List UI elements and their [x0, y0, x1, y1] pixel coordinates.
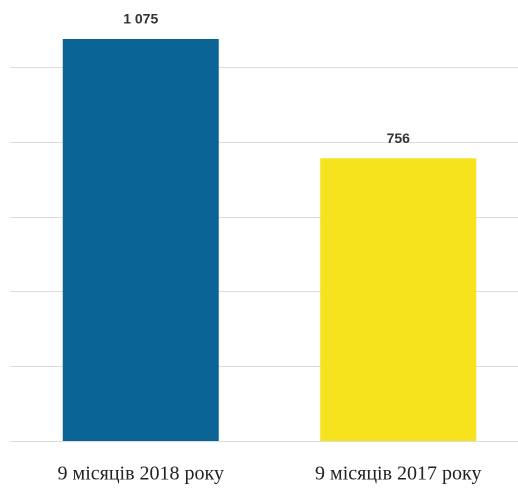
value-label: 1 075 — [123, 11, 158, 27]
x-tick-label: 9 місяців 2017 року — [315, 463, 481, 485]
x-tick-label: 9 місяців 2018 року — [58, 463, 224, 485]
bar — [62, 39, 219, 441]
value-label: 756 — [387, 130, 411, 146]
bar — [320, 158, 477, 441]
